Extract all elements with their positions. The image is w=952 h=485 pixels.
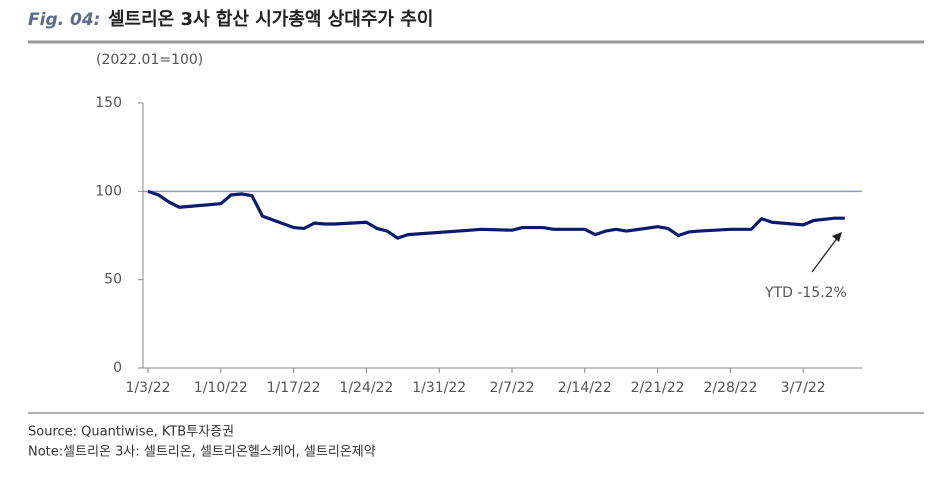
annotation: YTD -15.2%	[764, 285, 847, 301]
x-tick-label: 1/10/22	[194, 380, 248, 396]
source: Source: Quantiwise, KTB투자증권	[28, 425, 234, 440]
x-tick-label: 1/17/22	[267, 380, 321, 396]
x-tick-label: 1/31/22	[412, 380, 466, 396]
x-tick-label: 2/21/22	[631, 380, 685, 396]
figure-label: Fig. 04:	[28, 10, 100, 30]
x-tick-label: 2/14/22	[558, 380, 612, 396]
y-axis-label: (2022.01=100)	[96, 52, 203, 68]
note: Note:셀트리온 3사: 셀트리온, 셀트리온헬스케어, 셀트리온제약	[28, 445, 376, 460]
y-tick-label: 100	[95, 183, 122, 199]
y-tick-label: 50	[104, 272, 122, 288]
x-tick-label: 1/24/22	[339, 380, 393, 396]
chart-title: 셀트리온 3사 합산 시가총액 상대주가 추이	[108, 8, 433, 30]
x-tick-label: 1/3/22	[125, 380, 170, 396]
x-tick-label: 2/7/22	[489, 380, 534, 396]
annotation-arrow	[811, 236, 839, 273]
y-tick-label: 150	[95, 95, 122, 111]
x-tick-label: 2/28/22	[703, 380, 757, 396]
x-tick-label: 3/7/22	[781, 380, 826, 396]
y-tick-label: 0	[113, 360, 122, 376]
arrow-head	[832, 232, 842, 242]
data-line	[147, 189, 845, 240]
